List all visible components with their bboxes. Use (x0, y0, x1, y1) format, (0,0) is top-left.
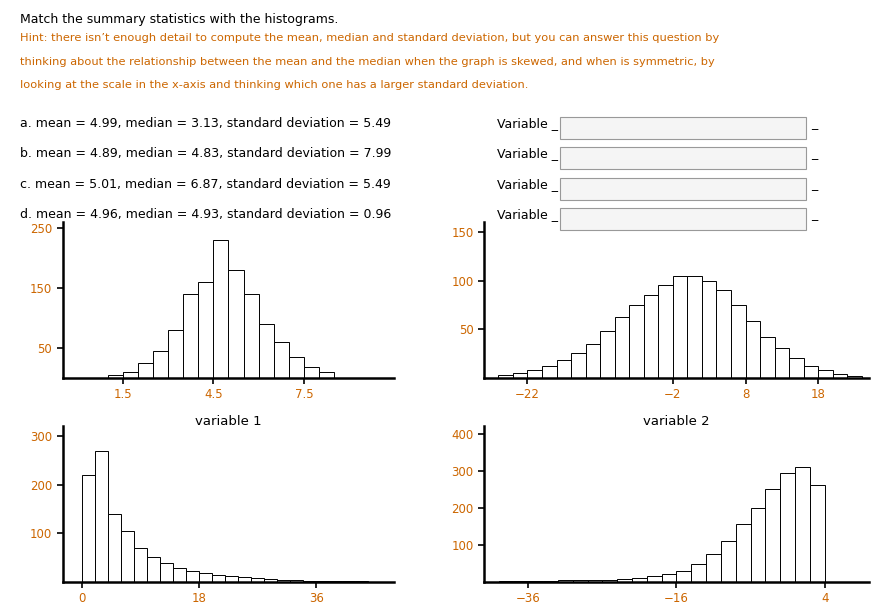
Bar (173, 568, 186, 582)
Bar (556, 360, 571, 378)
Bar (706, 554, 721, 582)
Bar (290, 580, 303, 582)
Bar (795, 467, 810, 582)
Bar (319, 371, 334, 378)
Bar (736, 524, 751, 582)
Text: Variable _: Variable _ (497, 147, 558, 160)
Bar (818, 370, 832, 378)
Bar (160, 563, 173, 582)
X-axis label: variable 1: variable 1 (195, 415, 262, 428)
Bar (198, 282, 213, 378)
Bar (810, 485, 824, 582)
Text: _: _ (811, 208, 817, 221)
Bar (588, 580, 602, 582)
Bar (289, 357, 304, 378)
Text: _: _ (811, 178, 817, 191)
Bar (775, 348, 789, 378)
Bar (123, 371, 138, 378)
Bar (647, 576, 661, 582)
Bar (717, 290, 731, 378)
Bar (558, 580, 573, 582)
Bar (832, 374, 848, 378)
Bar (277, 580, 290, 582)
Bar (213, 240, 228, 378)
Bar (264, 579, 277, 582)
Bar (632, 578, 647, 582)
Bar (731, 304, 745, 378)
Text: d. mean = 4.96, median = 4.93, standard deviation = 0.96: d. mean = 4.96, median = 4.93, standard … (20, 208, 391, 221)
Bar (765, 489, 780, 582)
Bar (676, 571, 692, 582)
Bar (513, 373, 528, 378)
Bar (259, 324, 273, 378)
Bar (659, 286, 673, 378)
Bar (108, 513, 121, 582)
Bar (661, 574, 676, 582)
Bar (687, 276, 702, 378)
Bar (138, 362, 153, 378)
Bar (542, 366, 556, 378)
Bar (760, 337, 775, 378)
Text: _: _ (811, 117, 817, 130)
Bar (316, 580, 329, 582)
Bar (643, 295, 659, 378)
Bar (199, 573, 212, 582)
Bar (629, 304, 643, 378)
Bar (573, 580, 588, 582)
Bar (673, 276, 687, 378)
Bar (586, 343, 600, 378)
Bar (184, 294, 198, 378)
Text: Match the summary statistics with the histograms.: Match the summary statistics with the hi… (20, 13, 338, 26)
Bar (82, 475, 95, 582)
Bar (789, 358, 804, 378)
Bar (228, 270, 244, 378)
Bar (617, 579, 632, 582)
Bar (212, 575, 225, 582)
Bar (600, 331, 615, 378)
Bar (303, 580, 316, 582)
Text: Variable _: Variable _ (497, 117, 558, 130)
Bar (602, 580, 617, 582)
Bar (543, 581, 558, 582)
Text: Hint: there isn’t enough detail to compute the mean, median and standard deviati: Hint: there isn’t enough detail to compu… (20, 33, 719, 43)
Bar (186, 571, 199, 582)
Bar (745, 322, 760, 378)
Text: Variable _: Variable _ (497, 208, 558, 221)
Bar (615, 317, 629, 378)
Bar (273, 342, 289, 378)
Bar (804, 366, 818, 378)
Text: looking at the scale in the x-axis and thinking which one has a larger standard : looking at the scale in the x-axis and t… (20, 80, 528, 90)
Bar (244, 294, 259, 378)
Text: _: _ (811, 147, 817, 160)
Bar (238, 577, 251, 582)
Text: Variable _: Variable _ (497, 178, 558, 191)
Bar (121, 530, 134, 582)
Bar (147, 557, 160, 582)
Bar (848, 376, 862, 378)
Text: thinking about the relationship between the mean and the median when the graph i: thinking about the relationship between … (20, 57, 714, 66)
Bar (529, 581, 543, 582)
Bar (108, 375, 123, 378)
Bar (528, 370, 542, 378)
Bar (780, 473, 795, 582)
Bar (225, 576, 238, 582)
Text: a. mean = 4.99, median = 3.13, standard deviation = 5.49: a. mean = 4.99, median = 3.13, standard … (20, 117, 391, 130)
Bar (95, 451, 108, 582)
Bar (702, 281, 717, 378)
Bar (304, 367, 319, 378)
Bar (751, 508, 765, 582)
Bar (571, 353, 586, 378)
Bar (153, 351, 168, 378)
Text: b. mean = 4.89, median = 4.83, standard deviation = 7.99: b. mean = 4.89, median = 4.83, standard … (20, 147, 391, 160)
Bar (134, 547, 147, 582)
X-axis label: variable 2: variable 2 (643, 415, 710, 428)
Bar (692, 564, 706, 582)
Bar (251, 578, 264, 582)
Text: c. mean = 5.01, median = 6.87, standard deviation = 5.49: c. mean = 5.01, median = 6.87, standard … (20, 178, 391, 191)
Bar (721, 541, 736, 582)
Bar (498, 375, 513, 378)
Bar (168, 330, 184, 378)
